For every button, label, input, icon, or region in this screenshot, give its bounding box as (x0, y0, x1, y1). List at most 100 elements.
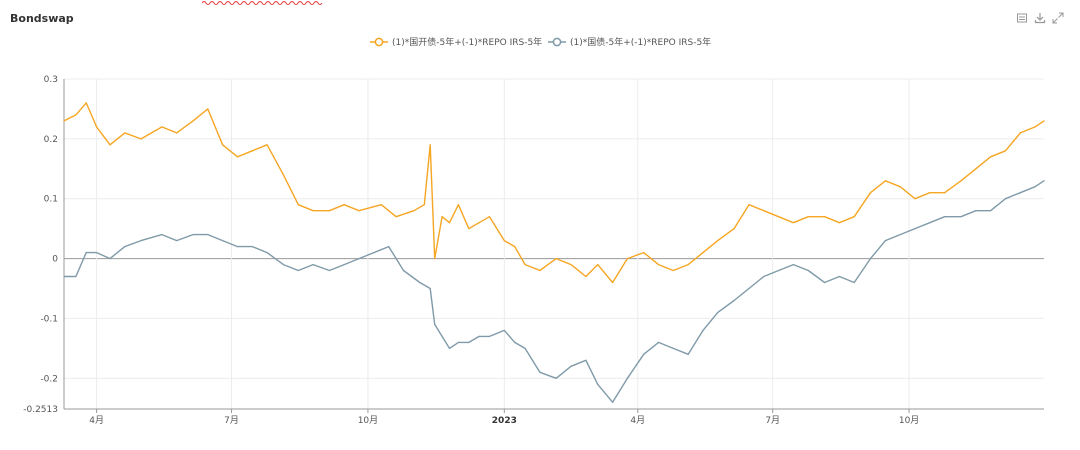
series-1-point (960, 180, 962, 182)
series-1-point (75, 114, 77, 116)
legend-item-2[interactable]: (1)*国债-5年+(-1)*REPO IRS-5年 (548, 36, 711, 48)
series-2-point (358, 257, 360, 260)
series-2-point (717, 311, 719, 314)
x-tick-label: 7月 (765, 415, 780, 426)
series-2-point (585, 359, 587, 361)
series-1-point (778, 216, 780, 218)
series-2-point (328, 269, 330, 272)
series-2-point (312, 263, 314, 266)
series-2-point (611, 401, 614, 403)
series-2-point (503, 329, 505, 332)
legend-label: (1)*国债-5年+(-1)*REPO IRS-5年 (570, 36, 711, 48)
y-tick-label: 0.2 (44, 135, 58, 145)
series-2-point (434, 323, 436, 326)
series-1-point (429, 144, 431, 146)
series-1-point (1019, 132, 1021, 134)
series-2-point (672, 347, 674, 349)
series-2-point (448, 347, 451, 349)
legend-item-1[interactable]: (1)*国开债-5年+(-1)*REPO IRS-5年 (370, 36, 542, 48)
series-2-point (597, 383, 599, 385)
series-1-point (884, 180, 886, 182)
series-2-point (914, 228, 916, 230)
series-1-point (236, 156, 239, 158)
series-1-point (792, 222, 795, 224)
series-2-point (899, 234, 901, 236)
series-1-point (763, 210, 765, 212)
series-2-point (75, 275, 77, 278)
series-1-point (838, 222, 841, 224)
series-2-point (373, 251, 375, 254)
series-2-point (748, 287, 750, 290)
series-2-point (1034, 186, 1036, 188)
x-tick-label: 7月 (224, 415, 239, 426)
series-1-point (176, 132, 178, 134)
series-2-point (524, 347, 526, 349)
series-2-point (838, 275, 841, 278)
spellcheck-squiggle (202, 1, 323, 5)
series-2-point (96, 251, 98, 254)
series-1-point (524, 263, 526, 266)
series-2-point (161, 234, 163, 236)
expand-icon[interactable] (1052, 12, 1064, 24)
download-icon[interactable] (1034, 12, 1046, 24)
series-2-point (539, 371, 541, 373)
series-2-point (1004, 198, 1007, 200)
series-1-point (457, 204, 459, 206)
series-1-point (488, 216, 491, 218)
series-1-point (343, 204, 345, 206)
series-1-point (222, 144, 224, 146)
series-2-point (251, 246, 253, 248)
series-2-point (388, 246, 390, 248)
series-1-point (468, 228, 470, 230)
series-1-point (251, 150, 253, 152)
series-2-point (823, 281, 826, 284)
legend[interactable]: (1)*国开债-5年+(-1)*REPO IRS-5年 (1)*国债-5年+(-1… (370, 36, 711, 48)
y-tick-label: 0 (52, 255, 58, 265)
series-2-point (236, 246, 239, 248)
series-1-point (503, 240, 505, 242)
panel-title: Bondswap (10, 12, 74, 25)
series-2-point (853, 281, 855, 284)
x-tick-label: 2023 (492, 416, 517, 426)
series-1-point (687, 263, 689, 266)
series-1-point (823, 216, 826, 218)
data-view-icon[interactable] (1016, 12, 1028, 24)
series-2-point (869, 257, 872, 260)
series-2-point (85, 251, 87, 254)
series-1-point (657, 263, 660, 266)
series-1-point (733, 228, 735, 230)
series-2-point (478, 335, 480, 337)
series-1-point (990, 156, 992, 158)
series-2-point (990, 210, 992, 212)
series-2-point (514, 341, 516, 343)
series-2-point (457, 341, 459, 343)
series-2-point (468, 341, 470, 343)
series-1-point (266, 144, 268, 146)
series-line-2[interactable] (64, 180, 1045, 403)
series-1-point (1034, 126, 1036, 128)
series-2-point (419, 281, 421, 284)
y-tick-label: -0.1 (40, 314, 58, 324)
y-tick-label: -0.2 (40, 374, 58, 384)
series-2-point (109, 257, 111, 260)
series-1-point (1004, 150, 1007, 152)
x-tick-label: 10月 (899, 415, 919, 426)
grid-layer (64, 78, 1044, 410)
series-1-point (597, 263, 599, 266)
series-1-point (807, 216, 809, 218)
series-2-point (687, 353, 689, 355)
series-1-point (539, 269, 541, 272)
series-1-point (423, 204, 425, 206)
series-layer (63, 102, 1045, 403)
series-2-point (792, 263, 795, 266)
series-2-point (1043, 180, 1045, 182)
series-1-point (192, 120, 194, 122)
series-1-point (140, 138, 142, 140)
series-line-1[interactable] (63, 102, 1045, 284)
series-2-point (929, 222, 931, 224)
legend-label: (1)*国开债-5年+(-1)*REPO IRS-5年 (392, 36, 542, 48)
series-1-point (358, 210, 360, 212)
series-2-point (733, 299, 735, 302)
series-2-point (570, 365, 572, 367)
